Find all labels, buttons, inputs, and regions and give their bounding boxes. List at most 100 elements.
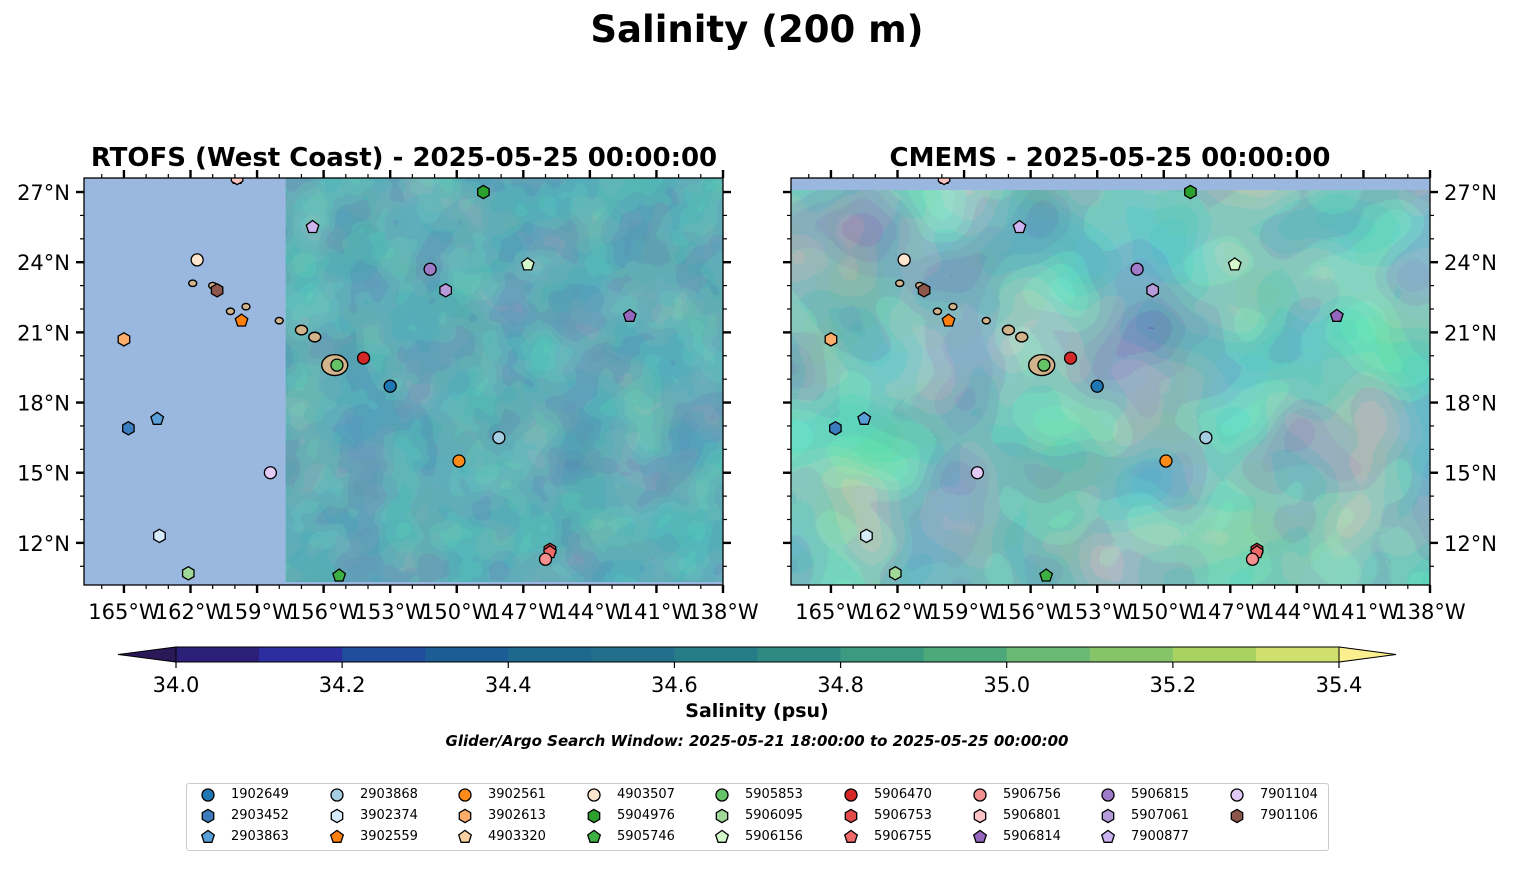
legend-marker <box>458 808 472 824</box>
colorbar-bin <box>923 647 1008 662</box>
legend-marker <box>201 808 215 824</box>
float-marker-7901104 <box>263 466 278 480</box>
island <box>932 307 943 316</box>
legend-label: 5906753 <box>874 808 932 823</box>
colorbar-frame <box>175 646 1340 663</box>
colorbar-over-extension <box>1338 646 1397 663</box>
legend-label: 5905746 <box>617 829 675 844</box>
cmems-panel-title: CMEMS - 2025-05-25 00:00:00 <box>889 143 1331 173</box>
legend-marker <box>457 829 473 843</box>
float-marker-1902649 <box>383 379 397 393</box>
pentagon-marker-icon <box>586 829 602 843</box>
pentagon-marker-icon <box>972 829 988 843</box>
float-marker-3902561 <box>452 454 466 468</box>
legend-label: 5906814 <box>1003 829 1061 844</box>
lon-tick-label: 138°W <box>687 600 759 624</box>
float-marker-3902559 <box>234 313 249 327</box>
legend-label: 4903507 <box>617 787 675 802</box>
lat-tick-label: 24°N <box>1444 251 1497 275</box>
legend-marker <box>458 788 472 802</box>
circle-marker-icon <box>587 788 601 802</box>
island <box>225 307 236 316</box>
float-marker-2903452 <box>829 420 842 436</box>
island <box>274 316 284 325</box>
circle-marker-icon <box>458 788 472 802</box>
island <box>188 279 198 288</box>
island <box>294 324 309 336</box>
pentagon-marker-icon <box>457 829 473 843</box>
rtofs-map: 165°W162°W159°W156°W153°W150°W147°W144°W… <box>17 170 759 624</box>
legend-marker <box>973 788 987 802</box>
float-marker-5906470 <box>356 351 371 365</box>
colorbar-bin <box>757 647 842 662</box>
legend-marker <box>972 829 988 843</box>
float-marker-2903868 <box>1199 430 1213 445</box>
map-frame <box>83 177 724 586</box>
colorbar-bin <box>176 647 260 662</box>
float-marker-3902613 <box>824 332 838 347</box>
legend-marker <box>1230 808 1244 824</box>
float-marker-3902374 <box>860 528 873 544</box>
float-marker-5907061 <box>439 282 453 298</box>
hexagon-marker-icon <box>458 808 472 824</box>
colorbar-bin <box>425 647 509 662</box>
float-marker-5907061 <box>1146 282 1160 298</box>
salinity-contours <box>791 190 1430 585</box>
legend-marker <box>330 788 344 802</box>
rtofs-panel-title: RTOFS (West Coast) - 2025-05-25 00:00:00 <box>90 143 718 173</box>
legend-label: 5906470 <box>874 787 932 802</box>
hexagon-marker-icon <box>587 808 601 824</box>
lon-tick-label: 156°W <box>995 600 1067 624</box>
float-marker-5906801 <box>937 178 951 186</box>
legend-marker <box>330 808 344 824</box>
colorbar-bin <box>1089 647 1174 662</box>
pentagon-marker-icon <box>200 829 216 843</box>
lon-tick-label: 144°W <box>554 600 626 624</box>
lon-tick-label: 150°W <box>421 600 493 624</box>
float-marker-7900877 <box>1012 219 1027 234</box>
legend-label: 5906756 <box>1003 787 1061 802</box>
legend-label: 1902649 <box>231 787 289 802</box>
float-marker-5906814 <box>622 308 637 322</box>
legend-label: 2903452 <box>231 808 289 823</box>
float-marker-5905746 <box>332 568 347 582</box>
legend-marker <box>1230 788 1244 802</box>
circle-marker-icon <box>844 788 858 802</box>
hexagon-marker-icon <box>330 808 344 824</box>
hexagon-marker-icon <box>1101 808 1115 824</box>
float-marker-5906470 <box>1063 351 1078 365</box>
legend-marker <box>714 829 730 843</box>
float-marker-3902561 <box>1159 454 1173 468</box>
pentagon-marker-icon <box>329 829 345 843</box>
lon-tick-label: 150°W <box>1128 600 1200 624</box>
legend-label: 3902559 <box>360 829 418 844</box>
lon-tick-label: 147°W <box>1195 600 1267 624</box>
legend-marker <box>201 788 215 802</box>
legend-label: 7900877 <box>1131 829 1189 844</box>
legend-marker <box>329 829 345 843</box>
lon-tick-label: 165°W <box>88 600 160 624</box>
lat-tick-label: 12°N <box>1444 532 1497 556</box>
island <box>895 279 905 288</box>
legend-marker <box>843 829 859 843</box>
lon-tick-label: 162°W <box>862 600 934 624</box>
legend-label: 7901104 <box>1260 787 1318 802</box>
float-marker-2903863 <box>857 411 872 425</box>
hexagon-marker-icon <box>201 808 215 824</box>
circle-marker-icon <box>973 788 987 802</box>
legend-label: 5904976 <box>617 808 675 823</box>
island <box>241 302 251 311</box>
lon-tick-label: 141°W <box>1328 600 1400 624</box>
colorbar-tick-label: 34.2 <box>319 673 366 697</box>
legend-label: 4903320 <box>488 829 546 844</box>
lon-tick-label: 153°W <box>1062 600 1134 624</box>
colorbar-bin <box>259 647 343 662</box>
float-marker-5906156 <box>1227 257 1242 271</box>
colorbar-tick-label: 35.4 <box>1316 673 1363 697</box>
search-window-note: Glider/Argo Search Window: 2025-05-21 18… <box>445 732 1069 750</box>
circle-marker-icon <box>1101 788 1115 802</box>
colorbar-tick-label: 34.6 <box>651 673 698 697</box>
colorbar-bin <box>1006 647 1091 662</box>
colorbar-bin <box>1255 647 1340 662</box>
